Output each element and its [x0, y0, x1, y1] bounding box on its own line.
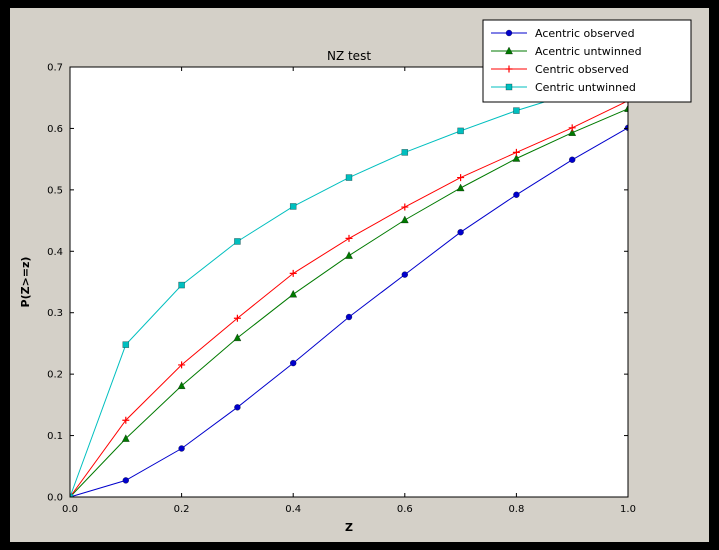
series-acentric-untwinned [69, 104, 629, 498]
series-marker-acentric-untwinned-triangle [568, 128, 577, 136]
series-marker-acentric-observed-circle [401, 271, 409, 278]
series-marker-centric-observed-plus [457, 174, 465, 182]
y-tick-label: 0.4 [47, 247, 63, 258]
series-marker-centric-observed-plus [568, 124, 576, 132]
series-marker-centric-observed-plus [345, 234, 353, 242]
x-tick-label: 0.2 [174, 504, 190, 515]
series-marker-centric-untwinned-square [178, 281, 185, 289]
series-marker-centric-untwinned-square [401, 149, 409, 156]
legend-label: Acentric observed [535, 27, 635, 40]
legend-label: Centric untwinned [535, 81, 636, 94]
legend-label: Acentric untwinned [535, 45, 642, 58]
legend-marker-plus [505, 65, 513, 73]
axes-background [70, 67, 628, 497]
series-marker-centric-observed-plus [122, 416, 130, 424]
legend-marker-triangle [504, 46, 514, 55]
x-tick-label: 0.0 [62, 504, 78, 515]
y-tick-label: 0.3 [47, 308, 63, 319]
series-marker-acentric-untwinned-triangle [344, 251, 354, 259]
y-axis-label: P(Z>=z) [19, 257, 32, 308]
series-marker-acentric-observed-circle [178, 445, 185, 452]
legend-label: Centric observed [535, 63, 629, 76]
series-marker-acentric-untwinned-triangle [233, 333, 242, 342]
x-tick-label: 1.0 [620, 504, 636, 515]
legend-entry-centric-observed: Centric observed [491, 63, 629, 76]
x-tick-label: 0.8 [508, 504, 524, 515]
series-marker-acentric-observed-circle [122, 477, 130, 484]
legend-marker-circle [505, 29, 513, 37]
series-marker-centric-observed-plus [401, 203, 409, 211]
series-marker-acentric-observed-circle [345, 313, 353, 321]
series-marker-centric-observed-plus [178, 361, 186, 369]
y-tick-label: 0.6 [47, 124, 63, 135]
legend: Acentric observed Acentric untwinned Centr… [482, 19, 692, 103]
series-marker-centric-untwinned-square [122, 341, 130, 348]
x-axis-label: Z [345, 521, 353, 534]
series-marker-centric-untwinned-square [457, 127, 464, 135]
legend-entry-acentric-untwinned: Acentric untwinned [491, 45, 642, 58]
series-centric-observed [69, 97, 629, 498]
series-marker-acentric-untwinned-triangle [400, 215, 409, 224]
y-tick-label: 0.7 [47, 63, 63, 74]
series-marker-acentric-observed-circle [457, 228, 464, 236]
series-marker-centric-untwinned-square [234, 238, 241, 245]
series-marker-acentric-untwinned-triangle [177, 381, 186, 390]
y-tick-label: 0.5 [47, 185, 63, 196]
x-tick-label: 0.4 [285, 504, 301, 515]
series-marker-acentric-observed-circle [289, 359, 297, 367]
series-marker-centric-untwinned-square [289, 203, 297, 210]
series-marker-centric-untwinned-square [513, 107, 520, 114]
series-marker-acentric-observed-circle [513, 191, 520, 199]
series-marker-acentric-observed-circle [568, 156, 576, 164]
series-marker-acentric-untwinned-triangle [121, 434, 130, 442]
series-marker-centric-observed-plus [512, 148, 520, 156]
chart-title: NZ test [327, 49, 371, 63]
axes-frame [69, 66, 629, 498]
legend-box [482, 19, 692, 103]
legend-marker-square [505, 83, 513, 91]
legend-entry-acentric-observed: Acentric observed [491, 27, 635, 40]
series-marker-acentric-observed-circle [234, 404, 241, 411]
y-tick-label: 0.2 [47, 370, 63, 381]
legend-entry-centric-untwinned: Centric untwinned [491, 81, 636, 94]
series-marker-acentric-untwinned-triangle [512, 153, 521, 162]
series-marker-centric-observed-plus [233, 314, 241, 322]
series-marker-centric-observed-plus [289, 269, 297, 277]
x-tick-label: 0.6 [397, 504, 413, 515]
y-tick-label: 0.1 [47, 431, 63, 442]
series-marker-acentric-untwinned-triangle [289, 289, 298, 298]
series-marker-centric-untwinned-square [345, 174, 353, 181]
y-tick-label: 0.0 [47, 493, 63, 504]
series-marker-acentric-untwinned-triangle [456, 183, 465, 192]
